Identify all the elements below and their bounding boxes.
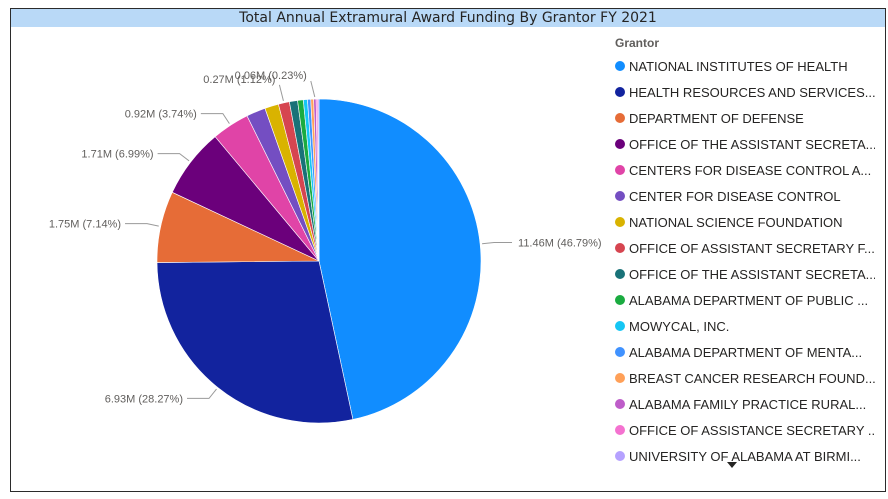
legend-item-office-of-assistant-secretary-f[interactable]: OFFICE OF ASSISTANT SECRETARY F... (615, 235, 875, 261)
pie-chart: 11.46M (46.79%) 6.93M (28.27%) 1.75M (7.14… (49, 70, 602, 424)
legend-swatch (615, 61, 625, 71)
legend-swatch (615, 139, 625, 149)
legend-label: OFFICE OF THE ASSISTANT SECRETA... (629, 136, 875, 152)
legend-label: OFFICE OF THE ASSISTANT SECRETA... (629, 266, 875, 282)
legend-swatch (615, 113, 625, 123)
pie-slice-national-institutes-of-health-0[interactable] (318, 98, 482, 420)
legend-label: CENTER FOR DISEASE CONTROL (629, 188, 841, 204)
data-label-office-of-assistant-secretary-f: 0.27M (1.12%) (203, 74, 275, 86)
legend-swatch (615, 373, 625, 383)
legend-item-breast-cancer-research-found[interactable]: BREAST CANCER RESEARCH FOUND... (615, 365, 875, 391)
legend-item-health-resources-and-services[interactable]: HEALTH RESOURCES AND SERVICES... (615, 79, 875, 105)
data-label-office-of-the-assistant-secreta: 1.71M (6.99%) (81, 149, 153, 161)
legend-label: MOWYCAL, INC. (629, 318, 730, 334)
leader-line (200, 113, 230, 124)
legend-label: NATIONAL INSTITUTES OF HEALTH (629, 58, 848, 74)
legend-item-national-institutes-of-health[interactable]: NATIONAL INSTITUTES OF HEALTH (615, 53, 875, 79)
legend-swatch (615, 321, 625, 331)
legend-swatch (615, 269, 625, 279)
data-label-health-resources-and-services: 6.93M (28.27%) (105, 393, 183, 405)
legend-item-alabama-family-practice-rural[interactable]: ALABAMA FAMILY PRACTICE RURAL... (615, 391, 875, 417)
legend-title: Grantor (615, 36, 660, 50)
chart-visual: Total Annual Extramural Award Funding By… (10, 8, 886, 492)
legend-swatch (615, 165, 625, 175)
legend-swatch (615, 347, 625, 357)
legend-item-department-of-defense[interactable]: DEPARTMENT OF DEFENSE (615, 105, 875, 131)
legend-item-office-of-the-assistant-secreta[interactable]: OFFICE OF THE ASSISTANT SECRETA... (615, 131, 875, 157)
legend-swatch (615, 191, 625, 201)
legend-label: ALABAMA DEPARTMENT OF PUBLIC ... (629, 292, 869, 308)
leader-line (187, 388, 217, 399)
legend-item-mowycal-inc[interactable]: MOWYCAL, INC. (615, 313, 875, 339)
data-label-department-of-defense: 1.75M (7.14%) (49, 219, 121, 231)
data-label-centers-for-disease-control-a: 0.92M (3.74%) (125, 109, 197, 121)
data-label-alabama-family-practice-rural: 0.06M (0.23%) (235, 70, 307, 82)
leader-line (278, 84, 284, 102)
legend-label: OFFICE OF ASSISTANT SECRETARY F... (629, 240, 875, 256)
caret-down-icon[interactable] (727, 462, 737, 468)
data-label-national-institutes-of-health: 11.46M (46.79%) (518, 237, 602, 249)
legend-swatch (615, 87, 625, 97)
legend-label: DEPARTMENT OF DEFENSE (629, 110, 804, 126)
legend-item-office-of-assistance-secretary[interactable]: OFFICE OF ASSISTANCE SECRETARY ... (615, 417, 875, 443)
leader-line (482, 241, 513, 245)
legend-swatch (615, 399, 625, 409)
legend-label: UNIVERSITY OF ALABAMA AT BIRMI... (629, 448, 861, 464)
legend-label: CENTERS FOR DISEASE CONTROL A... (629, 162, 872, 178)
legend-label: BREAST CANCER RESEARCH FOUND... (629, 370, 875, 386)
legend-item-national-science-foundation[interactable]: NATIONAL SCIENCE FOUNDATION (615, 209, 875, 235)
pie-slice-health-resources-and-services-1[interactable] (156, 260, 354, 424)
legend-label: ALABAMA FAMILY PRACTICE RURAL... (629, 396, 867, 412)
leader-line (125, 223, 159, 227)
legend-swatch (615, 451, 625, 461)
legend-swatch (615, 243, 625, 253)
legend-label: NATIONAL SCIENCE FOUNDATION (629, 214, 843, 230)
leader-line (310, 80, 316, 98)
legend-item-office-of-the-assistant-secreta[interactable]: OFFICE OF THE ASSISTANT SECRETA... (615, 261, 875, 287)
legend-item-centers-for-disease-control-a[interactable]: CENTERS FOR DISEASE CONTROL A... (615, 157, 875, 183)
chart-title: Total Annual Extramural Award Funding By… (11, 9, 885, 27)
legend-swatch (615, 425, 625, 435)
legend-swatch (615, 217, 625, 227)
legend-item-center-for-disease-control[interactable]: CENTER FOR DISEASE CONTROL (615, 183, 875, 209)
leader-line (157, 153, 190, 162)
legend-label: ALABAMA DEPARTMENT OF MENTA... (629, 344, 863, 360)
legend-item-alabama-department-of-menta[interactable]: ALABAMA DEPARTMENT OF MENTA... (615, 339, 875, 365)
pie-slice-university-of-alabama-at-birmi-15[interactable] (317, 98, 320, 262)
legend-swatch (615, 295, 625, 305)
legend: Grantor NATIONAL INSTITUTES OF HEALTH HEA… (615, 33, 875, 469)
legend-item-university-of-alabama-at-birmi[interactable]: UNIVERSITY OF ALABAMA AT BIRMI... (615, 443, 875, 469)
legend-label: HEALTH RESOURCES AND SERVICES... (629, 84, 875, 100)
legend-item-alabama-department-of-public[interactable]: ALABAMA DEPARTMENT OF PUBLIC ... (615, 287, 875, 313)
legend-label: OFFICE OF ASSISTANCE SECRETARY ... (629, 422, 875, 438)
